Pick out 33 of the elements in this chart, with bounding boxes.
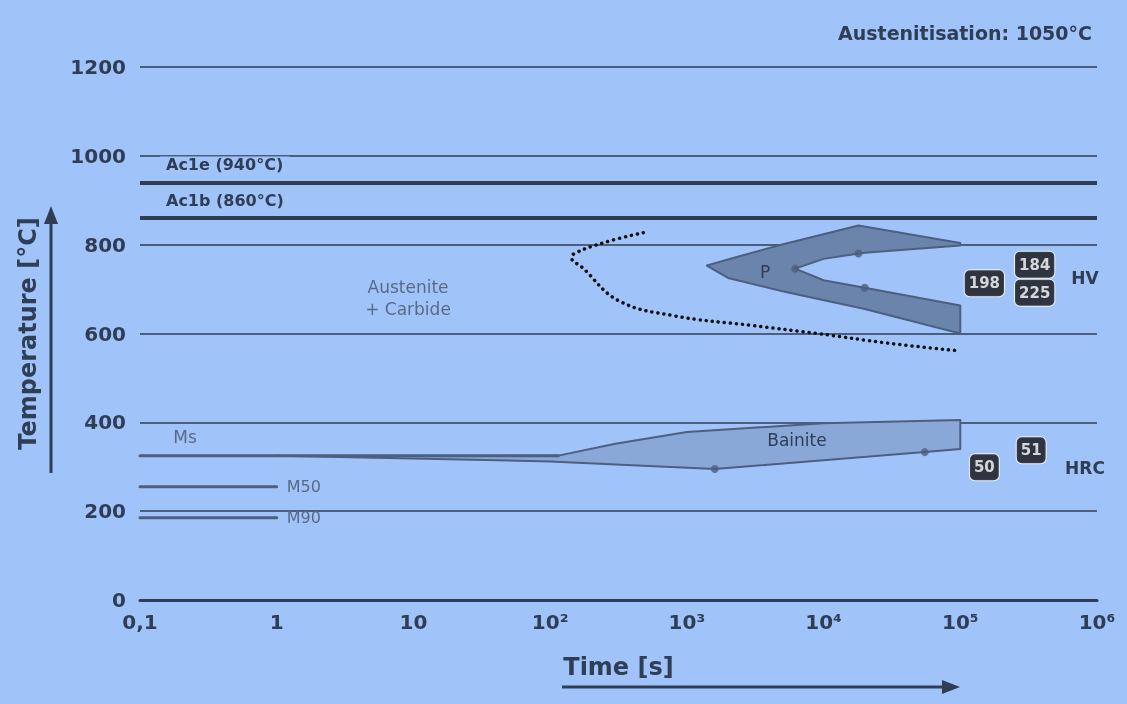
- y-tick-label: 0: [112, 588, 126, 612]
- y-tick-label: 1000: [70, 143, 126, 168]
- y-tick-label: 800: [84, 232, 126, 257]
- y-tick-label: 600: [84, 321, 126, 346]
- y-tick-label: 1200: [70, 55, 126, 79]
- chart-title: Austenitisation: 1050°C: [838, 21, 1093, 44]
- annotation: Austenite + Carbide: [365, 277, 451, 319]
- annotation: HRC: [1065, 458, 1105, 478]
- x-tick-label: 0,1: [122, 610, 158, 634]
- annotation: 50: [973, 458, 995, 477]
- x-tick-label: 10⁶: [1078, 610, 1116, 634]
- annotation: P: [759, 262, 771, 282]
- ref-line-label: Ac1b (860°C): [166, 190, 284, 210]
- annotation: 51: [1020, 441, 1042, 460]
- annotation: 184: [1019, 255, 1051, 274]
- x-tick-label: 1: [269, 610, 284, 634]
- annotation: 198: [968, 274, 1001, 293]
- x-tick-label: 10³: [668, 610, 706, 634]
- series-label: M50: [286, 477, 321, 497]
- x-tick-label: 10: [399, 610, 428, 634]
- x-axis-title: Time [s]: [563, 653, 674, 681]
- y-tick-label: 200: [84, 499, 126, 524]
- ref-line-label: Ac1e (940°C): [166, 154, 284, 174]
- x-tick-label: 10²: [531, 610, 569, 634]
- annotation: Ms: [173, 427, 197, 447]
- x-tick-label: 10⁴: [805, 610, 842, 634]
- annotation: HV: [1071, 268, 1100, 288]
- y-tick-label: 400: [84, 410, 126, 435]
- annotation: 225: [1019, 283, 1051, 302]
- y-axis-title: Temperature [°C]: [14, 217, 42, 450]
- series-label: M90: [286, 508, 321, 528]
- annotation: Bainite: [767, 430, 827, 450]
- x-tick-label: 10⁵: [941, 610, 979, 634]
